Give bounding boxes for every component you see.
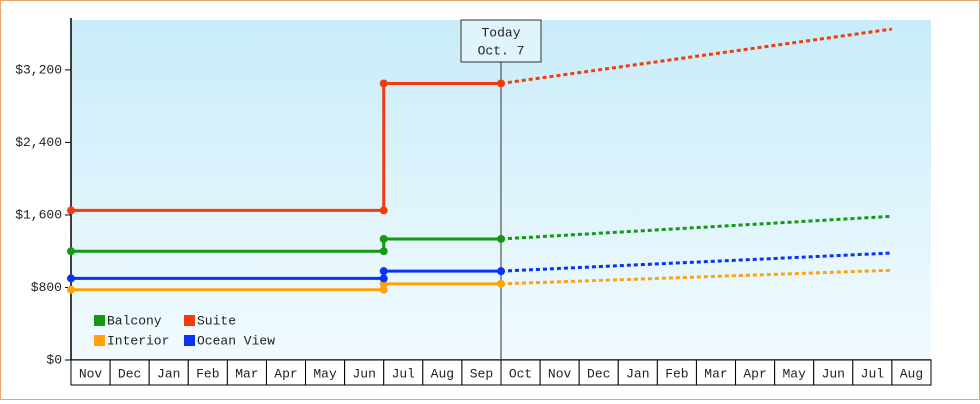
- legend-label: Interior: [107, 333, 169, 348]
- x-tick-label: Nov: [79, 366, 103, 381]
- legend-swatch: [94, 335, 105, 346]
- x-tick-label: May: [782, 366, 806, 381]
- price-marker: [497, 234, 505, 243]
- price-marker: [379, 206, 388, 215]
- x-tick-cell: [578, 359, 619, 386]
- y-tick-label: $1,600: [15, 207, 62, 222]
- price-marker: [379, 274, 388, 283]
- x-tick-label: Jul: [392, 366, 416, 381]
- price-marker: [379, 79, 388, 88]
- x-tick-cell: [735, 359, 776, 386]
- x-tick-label: Sep: [470, 366, 493, 381]
- today-label: Today: [481, 25, 520, 40]
- x-tick-cell: [656, 359, 697, 386]
- price-line: [71, 282, 501, 292]
- x-tick-label: Oct: [509, 366, 532, 381]
- price-marker: [379, 247, 388, 256]
- forecast-line: [500, 268, 892, 286]
- legend-label: Suite: [197, 313, 236, 328]
- price-marker: [379, 234, 388, 243]
- legend-swatch: [184, 335, 195, 346]
- price-marker: [497, 279, 505, 288]
- x-tick-label: Feb: [196, 366, 219, 381]
- price-line: [71, 269, 501, 280]
- forecast-line: [500, 251, 892, 273]
- x-tick-cell: [148, 359, 189, 386]
- today-label: Oct. 7: [478, 43, 525, 58]
- y-tick-label: $800: [31, 280, 62, 295]
- x-tick-cell: [617, 359, 658, 386]
- x-tick-label: Jul: [861, 366, 885, 381]
- x-tick-label: Mar: [235, 366, 258, 381]
- legend-label: Balcony: [107, 313, 162, 328]
- price-marker: [379, 267, 388, 276]
- x-tick-cell: [461, 359, 502, 386]
- x-tick-cell: [187, 359, 228, 386]
- forecast-line: [500, 214, 892, 241]
- x-tick-label: Jun: [822, 366, 845, 381]
- price-marker: [67, 274, 75, 283]
- x-tick-cell: [226, 359, 267, 386]
- legend-swatch: [184, 315, 195, 326]
- x-tick-cell: [109, 359, 150, 386]
- legend-label: Ocean View: [197, 333, 275, 348]
- x-tick-label: Dec: [118, 366, 141, 381]
- price-line: [71, 237, 501, 253]
- price-marker: [497, 79, 505, 88]
- forecast-line: [500, 27, 893, 85]
- x-tick-label: Nov: [548, 366, 572, 381]
- y-tick-label: $3,200: [15, 62, 62, 77]
- x-tick-label: Apr: [743, 366, 766, 381]
- x-tick-label: Feb: [665, 366, 688, 381]
- price-marker: [67, 285, 75, 294]
- x-tick-cell: [813, 359, 854, 386]
- x-tick-cell: [852, 359, 893, 386]
- y-tick-label: $2,400: [15, 135, 62, 150]
- price-marker: [379, 285, 388, 294]
- x-tick-label: Dec: [587, 366, 610, 381]
- x-tick-label: Jan: [626, 366, 649, 381]
- price-marker: [67, 247, 75, 256]
- x-tick-cell: [265, 359, 307, 386]
- x-tick-cell: [305, 359, 346, 386]
- price-marker: [497, 267, 505, 276]
- price-marker: [67, 206, 75, 215]
- price-line: [71, 81, 501, 212]
- x-tick-cell: [891, 359, 932, 386]
- x-tick-label: Jun: [352, 366, 375, 381]
- legend-swatch: [94, 315, 105, 326]
- x-tick-cell: [774, 359, 815, 386]
- today-box: [460, 19, 542, 63]
- x-tick-cell: [344, 359, 385, 386]
- x-tick-label: Apr: [274, 366, 297, 381]
- x-tick-cell: [422, 359, 463, 386]
- x-tick-cell: [383, 359, 424, 386]
- x-tick-label: Aug: [900, 366, 923, 381]
- x-tick-label: Aug: [431, 366, 454, 381]
- y-tick-label: $0: [46, 352, 62, 367]
- x-tick-cell: [695, 359, 737, 386]
- x-tick-label: May: [313, 366, 337, 381]
- x-tick-label: Jan: [157, 366, 180, 381]
- x-tick-label: Mar: [704, 366, 727, 381]
